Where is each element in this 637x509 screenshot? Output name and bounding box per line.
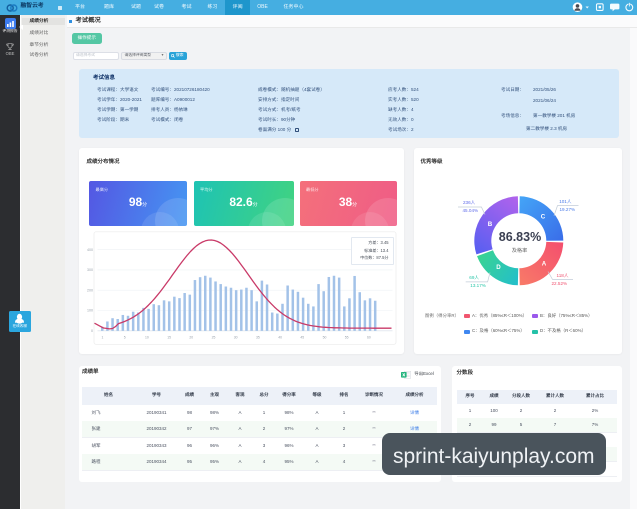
svg-text:35: 35: [256, 336, 260, 340]
svg-text:C: C: [541, 214, 546, 221]
svg-text:100: 100: [87, 309, 93, 313]
svg-text:30: 30: [233, 336, 237, 340]
svg-text:5: 5: [123, 336, 125, 340]
svg-text:D: D: [496, 264, 501, 271]
svg-text:300: 300: [87, 268, 93, 272]
svg-text:45: 45: [300, 336, 304, 340]
svg-text:60: 60: [367, 336, 371, 340]
svg-text:15: 15: [167, 336, 171, 340]
svg-text:40: 40: [278, 336, 282, 340]
svg-text:25: 25: [211, 336, 215, 340]
svg-text:50: 50: [322, 336, 326, 340]
svg-text:10: 10: [145, 336, 149, 340]
svg-text:A: A: [542, 261, 547, 268]
svg-text:B: B: [488, 221, 493, 228]
svg-text:20: 20: [189, 336, 193, 340]
svg-text:400: 400: [87, 248, 93, 252]
svg-text:1: 1: [101, 336, 103, 340]
svg-text:0: 0: [91, 329, 93, 333]
svg-text:200: 200: [87, 288, 93, 292]
svg-text:55: 55: [344, 336, 348, 340]
